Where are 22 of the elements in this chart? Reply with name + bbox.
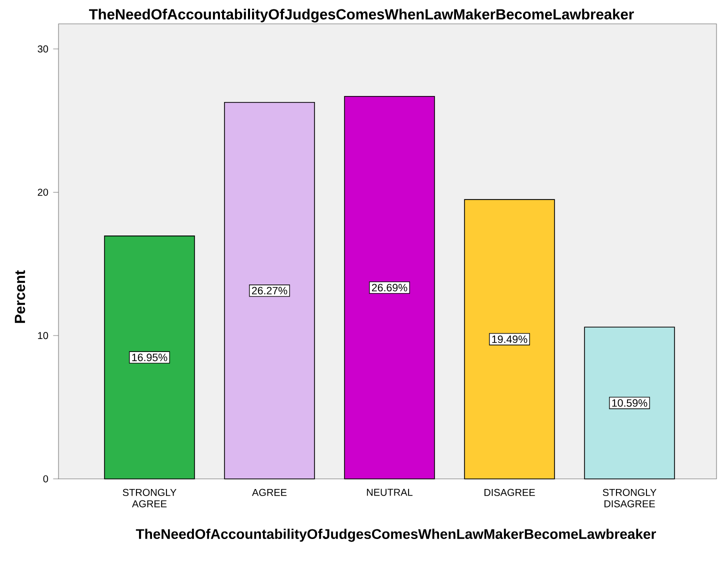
bar — [464, 199, 555, 480]
data-label: 19.49% — [492, 335, 528, 343]
data-label: 16.95% — [132, 354, 168, 362]
x-tick-label: DISAGREE — [484, 488, 535, 496]
y-tick-label: 0 — [43, 475, 48, 482]
y-tick-label: 30 — [38, 45, 48, 52]
data-label: 26.69% — [372, 284, 408, 292]
y-axis-title: Percent — [14, 270, 26, 323]
data-label: 26.27% — [252, 286, 288, 294]
x-tick-label: STRONGLY AGREE — [122, 488, 176, 508]
bar — [344, 96, 435, 480]
y-tick-label: 10 — [38, 332, 48, 340]
bar — [584, 326, 675, 480]
x-tick-label: STRONGLY DISAGREE — [602, 488, 656, 508]
bar — [104, 236, 195, 480]
x-tick-label: AGREE — [252, 488, 287, 496]
x-axis-title: TheNeedOfAccountabilityOfJudgesComesWhenLawMakerBecomeLawbreaker — [136, 528, 656, 542]
y-tick-label: 20 — [38, 188, 48, 196]
data-label: 10.59% — [612, 399, 648, 407]
x-tick-label: NEUTRAL — [366, 488, 413, 496]
chart-title: TheNeedOfAccountabilityOfJudgesComesWhenLawMakerBecomeLawbreaker — [89, 8, 634, 22]
bar — [224, 102, 315, 480]
